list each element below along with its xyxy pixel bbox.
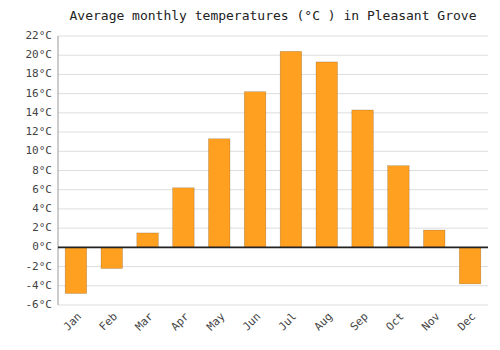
- y-tick-label: 4°C: [32, 202, 52, 215]
- x-tick-label: Aug: [312, 310, 335, 333]
- grid-line: [58, 305, 488, 306]
- bar: [244, 92, 265, 248]
- bar: [101, 247, 123, 268]
- grid-line: [58, 132, 488, 133]
- page: {"chart_data": {"type": "bar", "title": …: [0, 0, 500, 350]
- x-tick-label: Mar: [133, 310, 157, 334]
- bar: [388, 166, 410, 248]
- grid-line: [58, 285, 488, 286]
- x-tick-label: Oct: [383, 310, 406, 333]
- y-tick-label: 22°C: [26, 29, 53, 42]
- x-tick-label: Sep: [348, 310, 371, 333]
- x-tick-label: Dec: [455, 310, 478, 333]
- grid-line: [58, 247, 488, 248]
- bar: [173, 188, 195, 248]
- y-tick-label: 8°C: [32, 164, 52, 177]
- grid-line: [58, 208, 488, 209]
- y-tick-label: 14°C: [26, 106, 53, 119]
- x-tick-label: Nov: [419, 310, 443, 334]
- y-tick-label: 0°C: [32, 240, 52, 253]
- y-tick-label: -6°C: [26, 298, 53, 311]
- grid-line: [58, 170, 488, 171]
- bars: [65, 51, 481, 293]
- bar: [424, 230, 446, 247]
- chart: Average monthly temperatures (°C ) in Pl…: [0, 0, 500, 350]
- grid-line: [58, 228, 488, 229]
- x-axis: Jan Feb Mar Apr May Jun Jul Aug Sep Oct Nov Dec: [61, 310, 478, 334]
- bar: [459, 247, 481, 284]
- bar: [280, 51, 302, 247]
- x-tick-label: May: [204, 310, 228, 334]
- y-tick-label: 20°C: [26, 48, 53, 61]
- grid: [58, 36, 488, 305]
- x-tick-label: Apr: [168, 310, 192, 334]
- x-tick-label: Jan: [61, 310, 84, 333]
- bar: [65, 247, 87, 293]
- grid-line: [58, 36, 488, 37]
- y-tick-label: 12°C: [26, 125, 53, 138]
- grid-line: [58, 112, 488, 113]
- y-tick-label: -4°C: [26, 279, 53, 292]
- bar: [137, 233, 159, 247]
- grid-line: [58, 189, 488, 190]
- y-axis-line: [58, 36, 59, 305]
- y-axis: -6°C -4°C -2°C 0°C 2°C 4°C 6°C 8°C 10°C 12°C 14°C 1…: [26, 29, 59, 311]
- zero-line: [58, 247, 488, 249]
- y-tick-label: 2°C: [32, 221, 52, 234]
- y-tick-label: 10°C: [26, 144, 53, 157]
- title: Average monthly temperatures (°C ) in Pl…: [70, 8, 477, 23]
- grid-line: [58, 93, 488, 94]
- bar: [352, 110, 374, 247]
- y-tick-label: 6°C: [32, 183, 52, 196]
- grid-line: [58, 151, 488, 152]
- chart-container: Average monthly temperatures (°C ) in Pl…: [0, 0, 500, 350]
- bar: [316, 62, 338, 247]
- x-tick-label: Jun: [240, 310, 263, 333]
- y-tick-label: -2°C: [26, 260, 53, 273]
- grid-line: [58, 74, 488, 75]
- x-tick-label: Feb: [97, 310, 120, 333]
- x-tick-label: Jul: [276, 310, 299, 333]
- y-tick-label: 16°C: [26, 87, 53, 100]
- bar: [209, 139, 231, 248]
- y-tick-label: 18°C: [26, 67, 53, 80]
- grid-line: [58, 55, 488, 56]
